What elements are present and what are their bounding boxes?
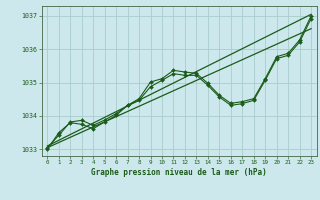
X-axis label: Graphe pression niveau de la mer (hPa): Graphe pression niveau de la mer (hPa) [91,168,267,177]
